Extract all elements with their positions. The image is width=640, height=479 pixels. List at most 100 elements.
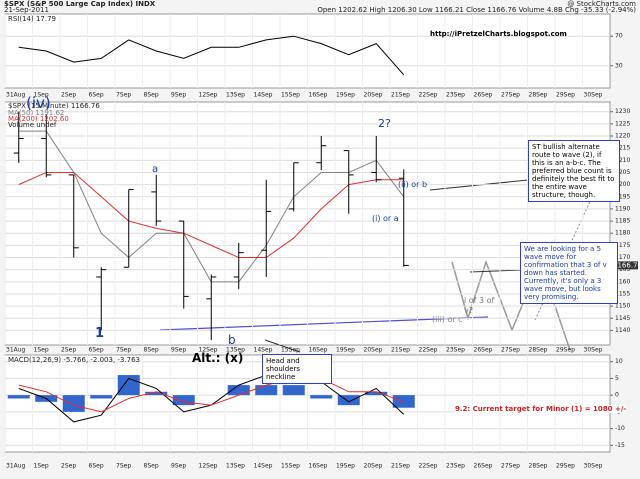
pointer	[264, 339, 301, 353]
y-tick-label: 1205	[615, 169, 630, 176]
annotation: We are looking for a 5 wave move for con…	[520, 242, 618, 304]
x-tick-label: 2Sep	[61, 463, 76, 470]
x-tick-label: 19Sep	[336, 92, 355, 99]
x-tick-label: 13Sep	[226, 92, 245, 99]
x-tick-label: 30Sep	[584, 463, 603, 470]
x-tick-label: 6Sep	[89, 347, 104, 354]
legend-entry: MA(50) 1191.62	[8, 109, 64, 117]
y-tick-label: 1170	[615, 254, 630, 261]
x-tick-label: 22Sep	[419, 463, 438, 470]
annotation: Alt.: (x)	[192, 351, 244, 365]
annotation: 2?	[378, 117, 391, 130]
legend-title: $SPX (15 Minute) 1166.76	[8, 102, 100, 110]
symbol: $SPX (S&P 500 Large Cap Index) INDX	[4, 0, 156, 8]
histogram-bar	[365, 391, 388, 396]
x-tick-label: 16Sep	[309, 463, 328, 470]
y-tick-label: 1200	[615, 181, 630, 188]
macd-line	[18, 377, 404, 413]
histogram-bar	[255, 385, 278, 396]
x-tick-label: 15Sep	[281, 92, 300, 99]
x-tick-label: 31Aug	[6, 463, 26, 470]
y-tick-label: 1225	[615, 120, 630, 127]
x-tick-label: 28Sep	[529, 463, 548, 470]
panel-title: RSI(14) 17.79	[8, 15, 56, 23]
y-tick-label: 1230	[615, 108, 630, 115]
y-tick-label: 1210	[615, 157, 630, 164]
annotation: 9.2: Current target for Minor (1) = 1080…	[455, 405, 627, 413]
x-tick-label: 20Sep	[364, 92, 383, 99]
histogram-bar	[62, 395, 85, 412]
x-tick-label: 12Sep	[199, 463, 218, 470]
y-tick-label: 30	[615, 62, 623, 69]
y-tick-label: 1195	[615, 193, 630, 200]
x-tick-label: 7Sep	[116, 463, 131, 470]
histogram-bar	[145, 391, 168, 396]
x-tick-label: 13Sep	[226, 347, 245, 354]
x-tick-label: 29Sep	[556, 92, 575, 99]
x-tick-label: 16Sep	[309, 92, 328, 99]
x-tick-label: 15Sep	[281, 463, 300, 470]
y-tick-label: 1140	[615, 327, 630, 334]
panel-title: MACD(12,26,9) -5.766, -2.003, -3.763	[8, 356, 140, 364]
x-tick-label: 15Sep	[281, 347, 300, 354]
y-tick-label: 1185	[615, 218, 630, 225]
x-tick-label: 26Sep	[474, 92, 493, 99]
y-tick-label: 1215	[615, 145, 630, 152]
x-tick-label: 1Sep	[34, 463, 49, 470]
annotation: (iii) or c	[432, 315, 463, 324]
x-tick-label: 31Aug	[6, 347, 26, 354]
histogram-bar	[227, 385, 250, 396]
histogram-bar	[310, 395, 333, 399]
histogram-bar	[90, 395, 113, 399]
y-tick-label: 5	[615, 375, 619, 382]
histogram-bar	[337, 395, 360, 406]
y-tick-label: 1145	[615, 315, 630, 322]
y-tick-label: 1155	[615, 290, 630, 297]
price-tag-bg	[612, 261, 638, 270]
x-tick-label: 12Sep	[199, 92, 218, 99]
x-tick-label: 20Sep	[364, 347, 383, 354]
x-tick-label: 6Sep	[89, 463, 104, 470]
x-tick-label: 14Sep	[254, 347, 273, 354]
y-tick-label: 0	[615, 392, 619, 399]
x-tick-label: 28Sep	[529, 347, 548, 354]
x-tick-label: 19Sep	[336, 347, 355, 354]
y-tick-label: 70	[615, 33, 623, 40]
x-tick-label: 29Sep	[556, 347, 575, 354]
annotation: a	[152, 164, 159, 175]
histogram-bar	[7, 395, 30, 399]
x-tick-label: 21Sep	[391, 92, 410, 99]
y-tick-label: 10	[615, 358, 623, 365]
x-tick-label: 23Sep	[446, 92, 465, 99]
y-tick-label: -10	[615, 425, 625, 432]
y-tick-label: 1180	[615, 230, 630, 237]
histogram-bar	[172, 395, 195, 406]
x-tick-label: 22Sep	[419, 92, 438, 99]
pointer	[469, 269, 523, 273]
source: @ StockCharts.com	[567, 0, 636, 8]
x-tick-label: 27Sep	[501, 463, 520, 470]
x-tick-label: 6Sep	[89, 92, 104, 99]
histogram-bar	[282, 385, 305, 396]
x-tick-label: 2Sep	[61, 347, 76, 354]
y-tick-label: 1190	[615, 205, 630, 212]
x-tick-label: 7Sep	[116, 347, 131, 354]
annotation: i of 3 of v?	[464, 296, 495, 315]
x-tick-label: 26Sep	[474, 347, 493, 354]
annotation: 1	[95, 326, 105, 341]
y-tick-label: 1160	[615, 278, 630, 285]
annotation: (iv)	[26, 94, 51, 112]
x-tick-label: 9Sep	[171, 347, 186, 354]
annotation: (ii) or b	[398, 180, 428, 189]
date: 21-Sep-2011	[4, 6, 49, 14]
x-tick-label: 20Sep	[364, 463, 383, 470]
x-tick-label: 29Sep	[556, 463, 575, 470]
x-tick-label: 21Sep	[391, 347, 410, 354]
annotation: (i) or a	[372, 214, 399, 223]
x-tick-label: 30Sep	[584, 347, 603, 354]
x-tick-label: 9Sep	[171, 92, 186, 99]
x-tick-label: 13Sep	[226, 463, 245, 470]
x-tick-label: 9Sep	[171, 463, 186, 470]
x-tick-label: 23Sep	[446, 463, 465, 470]
